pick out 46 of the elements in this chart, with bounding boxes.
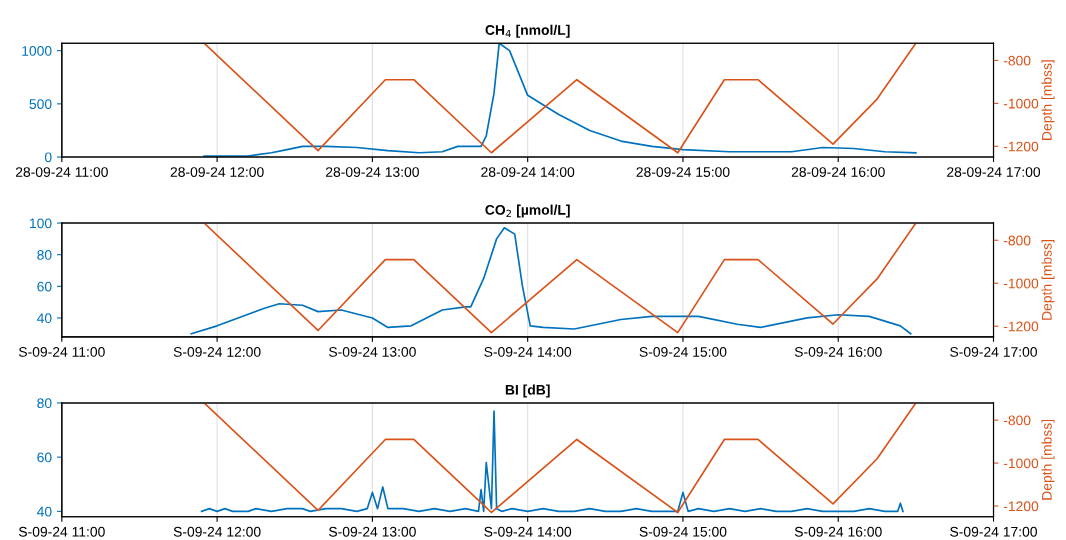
x-tick-label: S-09-24 13:00 [329, 526, 416, 537]
y2-axis-title: Depth [mbss] [1041, 60, 1055, 140]
y-tick-label: 60 [37, 452, 52, 463]
y2-tick-label: -1000 [1003, 458, 1039, 469]
y2-tick-label: -800 [1003, 55, 1031, 66]
y2-axis-title: Depth [mbss] [1041, 419, 1055, 500]
x-tick-label: 28-09-24 16:00 [791, 167, 885, 177]
x-tick-label: S-09-24 14:00 [484, 347, 572, 357]
y-tick-label: 40 [36, 313, 52, 324]
y2-tick-label: -1000 [1003, 98, 1039, 109]
x-tick-label: S-09-24 12:00 [173, 526, 261, 537]
x-tick-label: 28-09-24 13:00 [325, 167, 419, 177]
x-tick-label: S-09-24 11:00 [18, 347, 105, 357]
x-tick-label: S-09-24 16:00 [794, 526, 882, 537]
x-tick-label: 28-09-24 14:00 [481, 167, 575, 177]
y-tick-label: 500 [29, 99, 52, 110]
y2-tick-label: -1200 [1003, 141, 1039, 152]
y-tick-label: 60 [37, 281, 52, 292]
x-tick-label: S-09-24 15:00 [639, 526, 727, 537]
y-tick-label: 1000 [22, 45, 52, 56]
y2-tick-label: -1200 [1003, 321, 1039, 332]
y2-tick-label: -1000 [1003, 278, 1039, 289]
y2-axis-title: Depth [mbss] [1041, 240, 1055, 320]
x-tick-label: S-09-24 16:00 [794, 347, 882, 357]
y-tick-label: 0 [44, 152, 52, 163]
chart-title: CO$_{2}$ [µmol/L] [485, 204, 570, 218]
chart-title: BI [dB] [505, 384, 550, 398]
y2-tick-label: -800 [1003, 235, 1031, 246]
y-tick-label: 100 [29, 218, 52, 229]
x-tick-label: S-09-24 11:00 [18, 526, 105, 537]
x-tick-label: S-09-24 17:00 [950, 526, 1037, 537]
y2-tick-label: -1200 [1003, 501, 1039, 512]
y2-tick-label: -800 [1003, 415, 1031, 426]
x-tick-label: 28-09-24 17:00 [947, 167, 1041, 177]
x-tick-label: S-09-24 13:00 [329, 347, 416, 357]
x-tick-label: 28-09-24 11:00 [15, 167, 108, 177]
x-tick-label: S-09-24 12:00 [173, 347, 261, 357]
y-tick-label: 80 [37, 250, 52, 260]
y-tick-label: 80 [37, 398, 52, 409]
x-tick-label: 28-09-24 12:00 [170, 167, 264, 177]
chart-title: CH$_{4}$ [nmol/L] [485, 24, 570, 38]
y-tick-label: 40 [36, 506, 52, 517]
x-tick-label: S-09-24 15:00 [639, 347, 727, 357]
x-tick-label: S-09-24 14:00 [484, 526, 572, 537]
x-tick-label: 28-09-24 15:00 [636, 167, 730, 177]
x-tick-label: S-09-24 17:00 [950, 347, 1037, 357]
